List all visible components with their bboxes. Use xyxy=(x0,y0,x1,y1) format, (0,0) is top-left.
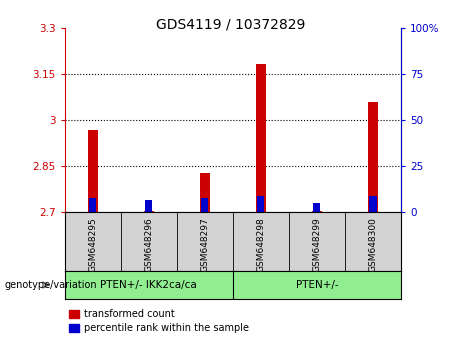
Text: PTEN+/- IKK2ca/ca: PTEN+/- IKK2ca/ca xyxy=(100,280,197,290)
Bar xyxy=(201,198,208,212)
Bar xyxy=(368,102,378,212)
Bar xyxy=(313,203,320,212)
Legend: transformed count, percentile rank within the sample: transformed count, percentile rank withi… xyxy=(70,309,249,333)
Text: PTEN+/-: PTEN+/- xyxy=(296,280,338,290)
Bar xyxy=(370,196,377,212)
Bar xyxy=(89,198,96,212)
Bar xyxy=(145,200,152,212)
Bar xyxy=(144,211,154,212)
Text: GSM648295: GSM648295 xyxy=(88,217,97,272)
Text: GSM648300: GSM648300 xyxy=(368,217,378,272)
Text: GSM648298: GSM648298 xyxy=(256,217,266,272)
Bar xyxy=(312,211,322,212)
Text: GSM648299: GSM648299 xyxy=(313,217,321,272)
Text: GSM648296: GSM648296 xyxy=(144,217,153,272)
Text: genotype/variation: genotype/variation xyxy=(5,280,97,290)
Bar xyxy=(88,130,98,212)
Text: GSM648297: GSM648297 xyxy=(200,217,209,272)
Bar xyxy=(256,64,266,212)
Bar xyxy=(257,196,264,212)
Bar xyxy=(200,172,210,212)
Text: GDS4119 / 10372829: GDS4119 / 10372829 xyxy=(156,18,305,32)
